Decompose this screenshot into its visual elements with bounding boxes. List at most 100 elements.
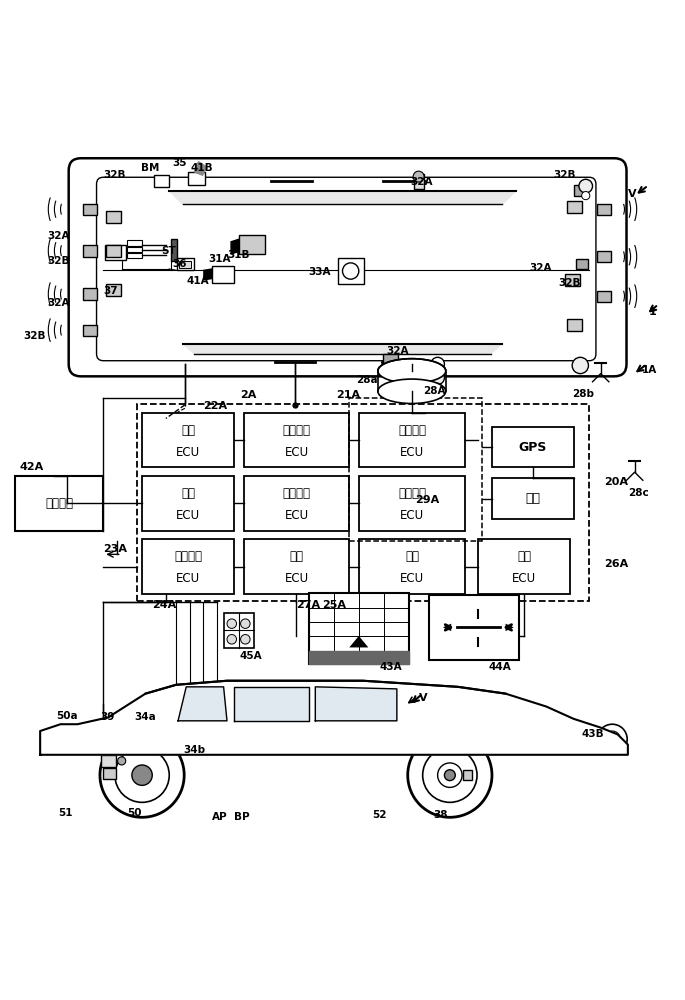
Text: BP: BP xyxy=(234,812,249,822)
Bar xyxy=(478,539,570,594)
Text: 停止维持: 停止维持 xyxy=(174,550,202,563)
Text: 50a: 50a xyxy=(55,711,77,721)
Bar xyxy=(244,539,349,594)
Bar xyxy=(223,613,254,648)
Text: 32A: 32A xyxy=(47,298,69,308)
Circle shape xyxy=(413,171,424,182)
Bar xyxy=(565,274,580,286)
Polygon shape xyxy=(349,636,369,647)
Text: ECU: ECU xyxy=(400,572,424,585)
Bar xyxy=(103,768,116,779)
Bar xyxy=(575,259,588,269)
Text: 位置识别: 位置识别 xyxy=(398,424,426,437)
Text: 34b: 34b xyxy=(183,745,205,755)
Text: 灯光: 灯光 xyxy=(517,550,532,563)
Bar xyxy=(360,539,465,594)
Text: 34a: 34a xyxy=(134,712,156,722)
Bar xyxy=(360,476,465,531)
Circle shape xyxy=(438,763,462,787)
Bar xyxy=(492,478,573,519)
Text: 32A: 32A xyxy=(530,263,552,273)
Text: V: V xyxy=(628,189,636,199)
Text: 43A: 43A xyxy=(380,662,403,672)
Circle shape xyxy=(434,383,442,391)
Circle shape xyxy=(132,765,152,785)
Polygon shape xyxy=(443,624,451,631)
Text: 32A: 32A xyxy=(47,231,69,241)
Text: 20A: 20A xyxy=(604,477,628,487)
Bar xyxy=(142,476,234,531)
Bar xyxy=(212,266,234,283)
Text: 29A: 29A xyxy=(415,495,440,505)
Bar xyxy=(338,258,364,284)
Text: 制动: 制动 xyxy=(181,487,195,500)
Bar xyxy=(127,247,142,252)
Text: 2A: 2A xyxy=(240,390,257,400)
Circle shape xyxy=(118,757,126,765)
Text: 1: 1 xyxy=(648,307,656,317)
Bar xyxy=(137,404,589,601)
Polygon shape xyxy=(234,687,308,721)
Text: 41B: 41B xyxy=(191,163,214,173)
Bar xyxy=(83,204,97,215)
Circle shape xyxy=(227,635,236,644)
Text: 33A: 33A xyxy=(308,267,331,277)
Bar xyxy=(154,175,169,187)
Circle shape xyxy=(227,619,236,628)
Text: 41A: 41A xyxy=(186,276,209,286)
Circle shape xyxy=(431,371,445,384)
Bar xyxy=(106,245,121,257)
Text: ECU: ECU xyxy=(176,446,200,459)
Text: ST: ST xyxy=(161,246,176,256)
Bar xyxy=(597,251,611,262)
Text: 行驶辅助: 行驶辅助 xyxy=(283,487,310,500)
Bar xyxy=(384,354,398,364)
Text: 通信: 通信 xyxy=(525,492,540,505)
Bar xyxy=(188,172,205,185)
Circle shape xyxy=(434,369,441,376)
Bar xyxy=(566,201,582,213)
Text: ECU: ECU xyxy=(284,446,309,459)
Text: 驱动: 驱动 xyxy=(290,550,303,563)
Circle shape xyxy=(579,179,593,193)
Bar xyxy=(429,595,519,660)
Polygon shape xyxy=(183,344,502,354)
Text: 32A: 32A xyxy=(386,346,409,356)
Bar xyxy=(171,239,177,261)
Text: 27A: 27A xyxy=(297,600,321,610)
Text: GPS: GPS xyxy=(519,441,547,454)
Circle shape xyxy=(572,357,588,374)
Text: 23A: 23A xyxy=(103,544,127,554)
Text: 44A: 44A xyxy=(488,662,511,672)
Ellipse shape xyxy=(378,379,446,404)
Bar xyxy=(597,291,611,302)
Bar xyxy=(83,245,97,257)
Circle shape xyxy=(423,748,477,802)
Polygon shape xyxy=(204,269,212,280)
Text: 28A: 28A xyxy=(423,386,445,396)
Circle shape xyxy=(100,733,184,817)
Text: 42A: 42A xyxy=(20,462,44,472)
Text: ECU: ECU xyxy=(284,509,309,522)
Polygon shape xyxy=(315,687,397,721)
Text: ECU: ECU xyxy=(400,509,424,522)
Text: AP: AP xyxy=(212,812,227,822)
Bar xyxy=(244,413,349,467)
Polygon shape xyxy=(40,681,628,755)
Bar xyxy=(597,204,611,215)
Text: 25A: 25A xyxy=(322,600,346,610)
Circle shape xyxy=(431,357,445,371)
Text: 52: 52 xyxy=(372,810,386,820)
Bar xyxy=(106,211,121,223)
Polygon shape xyxy=(169,191,516,204)
FancyBboxPatch shape xyxy=(97,177,596,361)
Text: 28b: 28b xyxy=(572,389,594,399)
Bar xyxy=(127,253,142,258)
Text: 32B: 32B xyxy=(558,278,581,288)
Circle shape xyxy=(342,263,359,279)
Polygon shape xyxy=(308,651,409,664)
Text: 21A: 21A xyxy=(336,390,360,400)
Text: ECU: ECU xyxy=(284,572,309,585)
Text: 36: 36 xyxy=(173,259,187,269)
Polygon shape xyxy=(506,624,514,631)
